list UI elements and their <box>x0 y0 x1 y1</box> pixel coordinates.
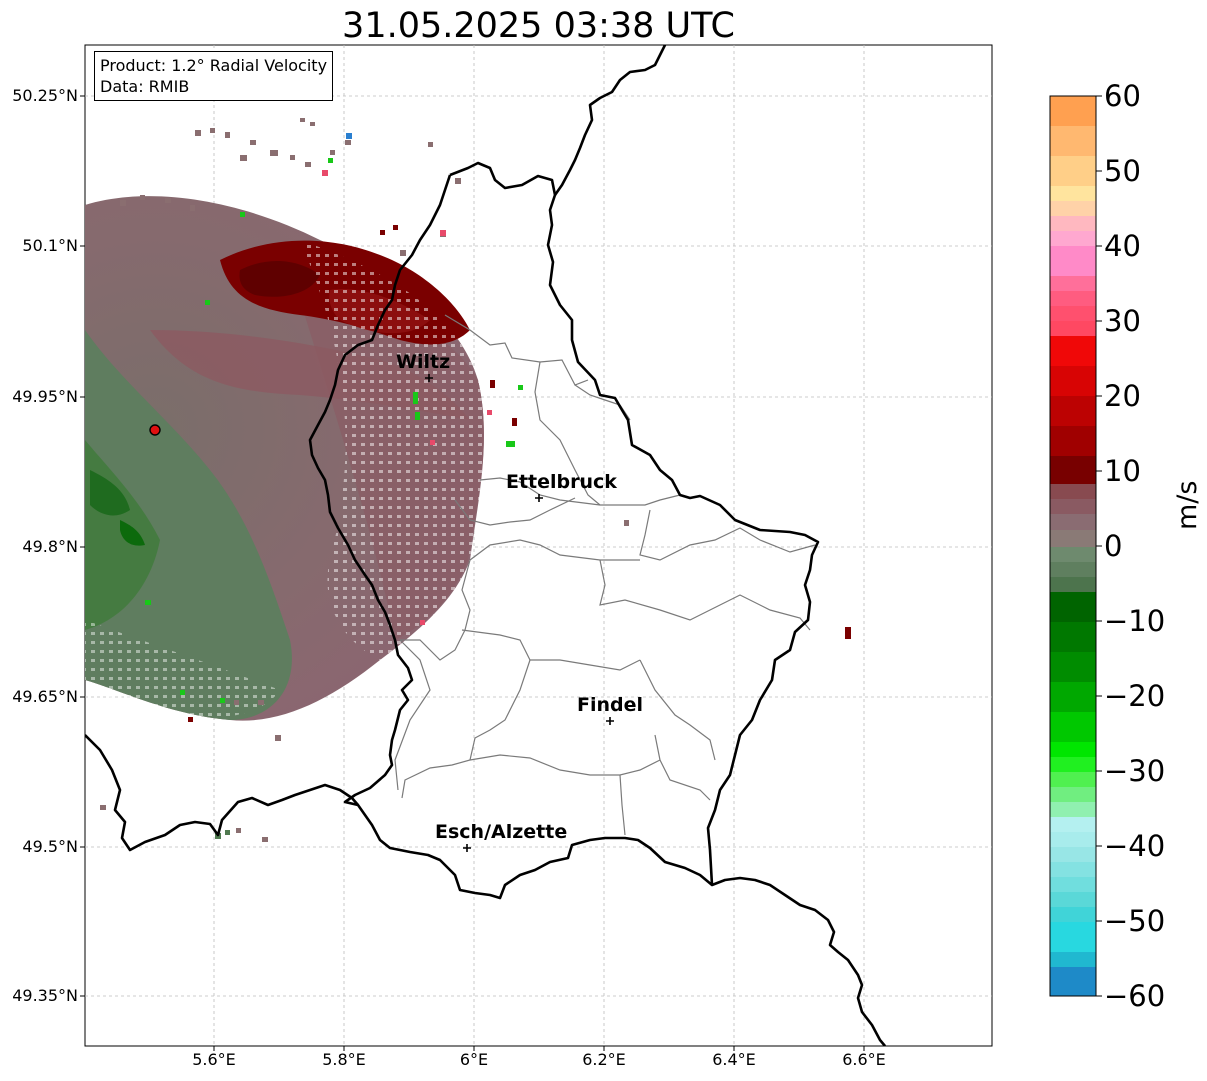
product-label: Product: 1.2° Radial Velocity <box>100 56 328 75</box>
colorbar-tick-label: 50 <box>1104 154 1141 188</box>
colorbar-tick-label: 30 <box>1104 304 1141 338</box>
lon-tick-label: 6.4°E <box>712 1050 756 1069</box>
colorbar-tick-label: 0 <box>1104 529 1123 563</box>
lon-tick-label: 6.6°E <box>842 1050 886 1069</box>
product-info-box: Product: 1.2° Radial Velocity Data: RMIB <box>94 51 334 101</box>
colorbar-tick-label: −50 <box>1104 904 1166 938</box>
city-marker-icon <box>535 494 543 502</box>
national-borders <box>85 45 886 1046</box>
city-esch-alzette: Esch/Alzette <box>435 821 567 852</box>
map-title: 31.05.2025 03:38 UTC <box>342 6 735 46</box>
lat-tick-label: 50.1°N <box>22 236 78 255</box>
colorbar-tick-label: −20 <box>1104 679 1166 713</box>
colorbar-tick-label: 40 <box>1104 229 1141 263</box>
city-ettelbruck: Ettelbruck <box>506 471 617 502</box>
city-marker-icon <box>463 844 471 852</box>
lat-tick-label: 49.95°N <box>12 387 78 406</box>
city-label: Findel <box>577 694 643 716</box>
lon-tick-label: 6.2°E <box>582 1050 626 1069</box>
lat-tick-label: 49.35°N <box>12 986 78 1005</box>
lat-tick-label: 49.5°N <box>22 837 78 856</box>
colorbar-unit-label: m/s <box>1172 480 1203 530</box>
commune-boundaries <box>394 314 816 836</box>
city-marker-icon <box>606 717 614 725</box>
colorbar-tick-label: −10 <box>1104 604 1166 638</box>
lon-tick-label: 6°E <box>459 1050 489 1069</box>
city-label: Esch/Alzette <box>435 821 567 843</box>
city-label: Wiltz <box>396 351 450 373</box>
radar-echo-field <box>85 118 851 842</box>
colorbar-tick-label: −30 <box>1104 754 1166 788</box>
lat-tick-label: 50.25°N <box>12 86 78 105</box>
lon-tick-label: 5.6°E <box>192 1050 236 1069</box>
city-findel: Findel <box>577 694 643 725</box>
colorbar-tick-label: 20 <box>1104 379 1141 413</box>
city-label: Ettelbruck <box>506 471 617 493</box>
axis-ticks <box>80 95 865 1051</box>
city-wiltz: Wiltz <box>396 351 450 382</box>
colorbar <box>1049 95 1102 997</box>
colorbar-tick-label: 10 <box>1104 454 1141 488</box>
colorbar-tick-label: 60 <box>1104 79 1141 113</box>
lat-tick-label: 49.65°N <box>12 687 78 706</box>
lat-tick-label: 49.8°N <box>22 537 78 556</box>
lon-tick-label: 5.8°E <box>322 1050 366 1069</box>
data-source-label: Data: RMIB <box>100 77 190 96</box>
radar-site-marker <box>149 424 161 436</box>
city-marker-icon <box>425 374 433 382</box>
colorbar-tick-label: −60 <box>1104 979 1166 1013</box>
colorbar-tick-label: −40 <box>1104 829 1166 863</box>
